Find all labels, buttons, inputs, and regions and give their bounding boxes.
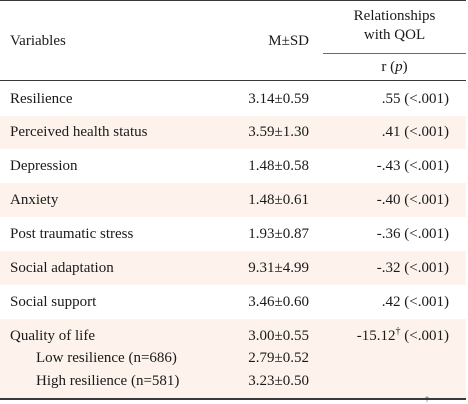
row-msd: 3.14±0.59 xyxy=(248,91,309,107)
row-label: Resilience xyxy=(10,91,73,107)
dagger-mark: † xyxy=(395,326,401,337)
header-relationships-line1: Relationships xyxy=(353,8,436,24)
row-rel: .41 (<.001) xyxy=(381,124,449,140)
qol-sub-msd: 2.79±0.52 xyxy=(248,350,309,366)
row-rel: -.43 (<.001) xyxy=(376,158,449,174)
header-r-p: r (p) xyxy=(381,59,408,75)
header-relationships-line2: with QOL xyxy=(363,27,426,43)
row-msd: 3.46±0.60 xyxy=(248,294,309,310)
qol-rel-p: (<.001) xyxy=(404,328,449,344)
row-label: Social support xyxy=(10,294,97,310)
table-bottom-rule xyxy=(0,398,466,400)
qol-msd: 3.00±0.55 xyxy=(248,328,309,344)
qol-rel: -15.12† (<.001) xyxy=(357,327,449,345)
row-rel: .42 (<.001) xyxy=(381,294,449,310)
row-label: Anxiety xyxy=(10,192,59,208)
row-band xyxy=(0,251,466,285)
row-rel: -.40 (<.001) xyxy=(376,192,449,208)
row-msd: 1.48±0.61 xyxy=(248,192,309,208)
row-band xyxy=(0,183,466,217)
qol-rel-value: -15.12 xyxy=(356,328,396,344)
row-rel: .55 (<.001) xyxy=(381,91,449,107)
row-msd: 3.59±1.30 xyxy=(248,124,309,140)
qol-sub-msd: 3.23±0.50 xyxy=(248,373,309,389)
row-rel: -.36 (<.001) xyxy=(376,226,449,242)
footnote-mark: † xyxy=(425,395,429,404)
header-msd: M±SD xyxy=(268,33,309,49)
qol-sub-label: High resilience (n=581) xyxy=(36,373,180,389)
qol-label: Quality of life xyxy=(10,328,95,344)
header-subrule xyxy=(323,53,466,54)
row-label: Depression xyxy=(10,158,78,174)
qol-sub-label: Low resilience (n=686) xyxy=(36,350,177,366)
header-variables: Variables xyxy=(10,33,66,49)
row-band xyxy=(0,116,466,149)
row-msd: 1.48±0.58 xyxy=(248,158,309,174)
header-r: r xyxy=(381,59,387,75)
table-top-rule xyxy=(0,0,466,1)
row-rel: -.32 (<.001) xyxy=(376,260,449,276)
row-msd: 9.31±4.99 xyxy=(248,260,309,276)
header-bottom-rule xyxy=(0,80,466,81)
row-band xyxy=(0,319,466,398)
header-p: p xyxy=(395,59,403,75)
row-label: Social adaptation xyxy=(10,260,114,276)
row-msd: 1.93±0.87 xyxy=(248,226,309,242)
row-label: Perceived health status xyxy=(10,124,148,140)
row-label: Post traumatic stress xyxy=(10,226,134,242)
